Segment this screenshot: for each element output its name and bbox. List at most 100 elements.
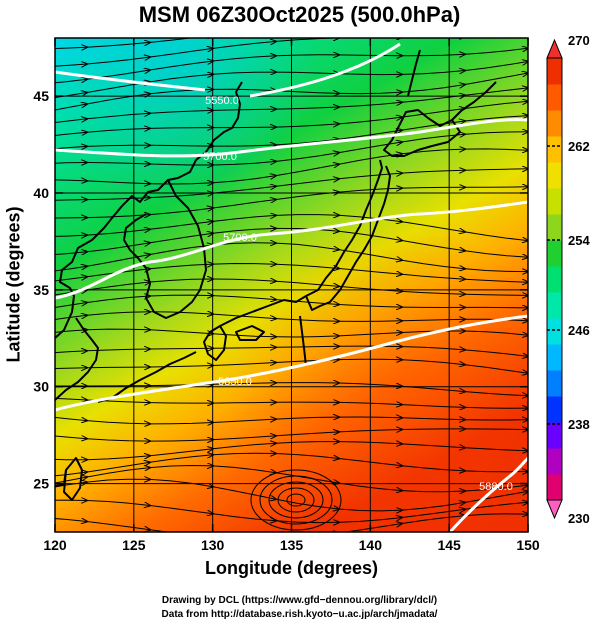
- streamline: [401, 290, 465, 294]
- streamline: [55, 146, 87, 149]
- streamline: [212, 161, 276, 166]
- streamline: [275, 336, 339, 337]
- streamline: [149, 312, 213, 314]
- colorbar-segment: [547, 84, 562, 111]
- streamline: [464, 330, 528, 335]
- streamline: [149, 449, 213, 457]
- streamline: [86, 420, 150, 424]
- vortex-ring: [277, 487, 315, 513]
- streamline: [464, 364, 528, 374]
- streamline: [86, 255, 150, 267]
- colorbar-tick-label: 238: [568, 417, 590, 432]
- streamline: [55, 277, 87, 282]
- streamline: [464, 101, 528, 109]
- streamline: [338, 346, 402, 347]
- streamline: [338, 333, 402, 337]
- y-tick-label: 25: [33, 476, 49, 492]
- streamline: [86, 462, 150, 473]
- streamline: [338, 417, 402, 418]
- streamline: [55, 180, 87, 181]
- streamline: [464, 149, 528, 150]
- streamline: [401, 259, 465, 269]
- honshu: [219, 159, 391, 327]
- streamline: [149, 233, 213, 244]
- streamline: [401, 359, 465, 365]
- streamline: [212, 200, 276, 209]
- streamline: [149, 110, 213, 114]
- streamline: [275, 263, 339, 268]
- streamline: [275, 442, 339, 444]
- streamline: [55, 330, 87, 334]
- mainland-coast: [55, 81, 243, 339]
- streamline: [55, 315, 87, 321]
- height-contours: [55, 42, 528, 532]
- streamline: [212, 486, 276, 500]
- china-coast: [55, 317, 99, 401]
- streamline: [149, 164, 213, 165]
- contour-5550-a: [55, 70, 206, 92]
- contour-5850: [55, 314, 528, 412]
- streamline: [55, 416, 87, 420]
- streamline: [149, 74, 213, 83]
- izu-islands: [299, 315, 307, 367]
- streamline: [464, 447, 528, 451]
- streamline: [338, 230, 402, 240]
- streamline: [55, 266, 87, 272]
- vortex-ring: [250, 469, 342, 531]
- colorbar-tick-label: 254: [568, 233, 590, 248]
- streamline: [464, 268, 528, 272]
- contour-label: 5850.0: [218, 376, 252, 388]
- streamline: [213, 28, 276, 35]
- y-tick-label: 30: [33, 379, 49, 395]
- streamline: [464, 169, 528, 170]
- colorbar-tick-label: 246: [568, 323, 590, 338]
- streamline: [338, 482, 402, 491]
- streamline: [86, 439, 150, 441]
- streamline: [86, 521, 150, 530]
- streamline: [464, 132, 528, 134]
- streamline: [149, 61, 213, 71]
- streamline: [465, 16, 528, 18]
- streamline: [149, 466, 213, 468]
- streamline: [275, 90, 339, 94]
- y-axis-label: Latitude (degrees): [3, 206, 24, 363]
- streamline: [149, 423, 213, 424]
- streamline: [275, 417, 339, 419]
- streamline: [275, 72, 339, 74]
- streamline: [149, 48, 213, 58]
- streamline: [86, 215, 150, 219]
- streamline: [55, 368, 87, 369]
- china-south-coast: [55, 469, 67, 487]
- streamline: [338, 102, 402, 108]
- streamline: [464, 349, 528, 357]
- colorbar-tick-label: 262: [568, 139, 590, 154]
- streamline: [401, 319, 465, 321]
- streamline: [212, 419, 276, 423]
- streamline: [338, 249, 402, 261]
- streamline: [149, 38, 213, 43]
- streamline: [86, 113, 150, 120]
- vortex-ring: [268, 481, 324, 519]
- streamline: [149, 183, 213, 184]
- streamline: [149, 329, 213, 334]
- streamline: [55, 93, 87, 98]
- contour-5550-b: [249, 42, 401, 98]
- streamline: [275, 55, 339, 56]
- streamline: [338, 518, 402, 523]
- streamline: [86, 479, 150, 483]
- streamline: [212, 436, 276, 441]
- streamline: [55, 119, 87, 124]
- streamline: [275, 192, 339, 200]
- wind-streamlines: [55, 16, 528, 532]
- colorbar-segment: [547, 448, 562, 475]
- streamline: [212, 72, 276, 74]
- streamline: [275, 318, 339, 322]
- streamline: [401, 95, 465, 103]
- streamline: [401, 429, 465, 430]
- shikoku: [235, 325, 265, 341]
- streamline: [465, 307, 528, 308]
- streamline: [338, 268, 402, 275]
- streamline: [55, 303, 87, 308]
- streamline: [86, 312, 150, 316]
- kyushu: [203, 325, 227, 361]
